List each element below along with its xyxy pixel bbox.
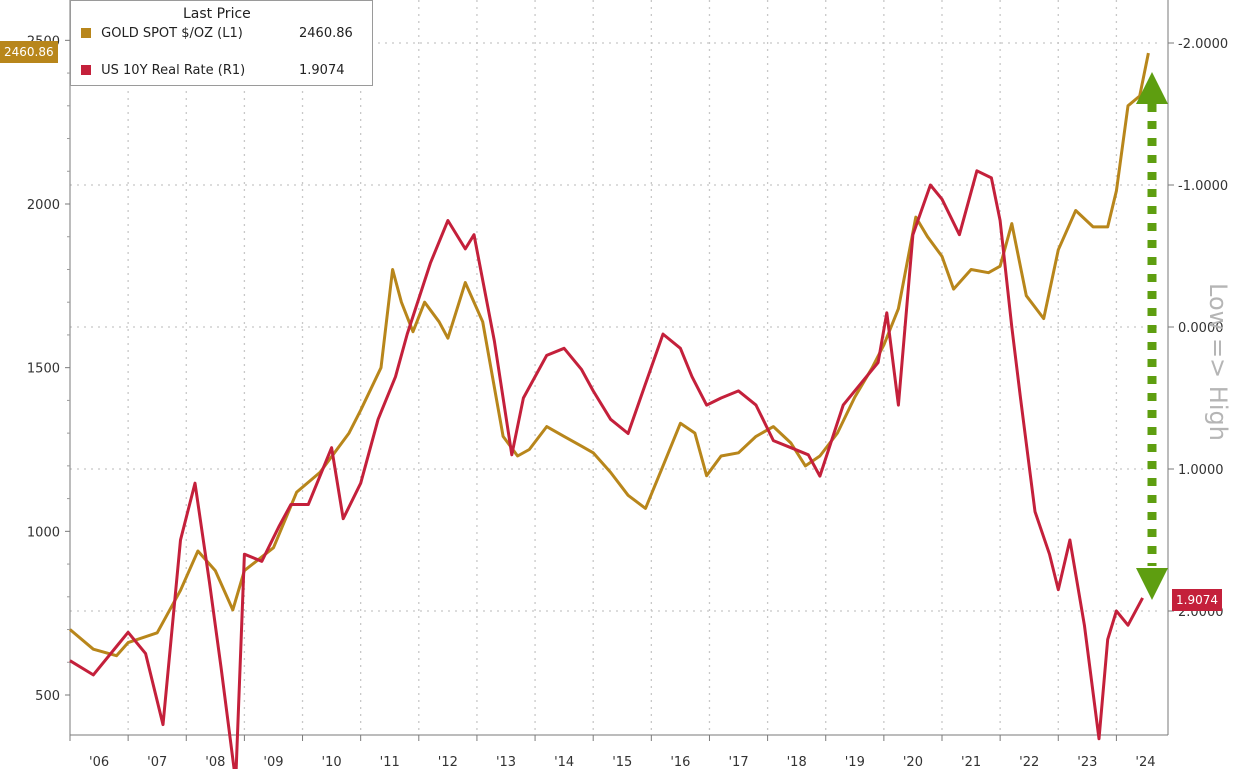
x-tick-label: '13 [496, 755, 516, 769]
right-tick-label: 0.0000 [1178, 321, 1224, 336]
x-tick-label: '07 [147, 755, 167, 769]
x-tick-label: '08 [205, 755, 225, 769]
x-tick-label: '17 [728, 755, 748, 769]
legend-rate-row: US 10Y Real Rate (R1) [81, 62, 245, 80]
x-tick-label: '20 [903, 755, 923, 769]
legend-gold-swatch [81, 28, 91, 38]
rate-last-price-tag: 1.9074 [1172, 589, 1222, 611]
x-tick-label: '22 [1019, 755, 1039, 769]
x-tick-label: '11 [380, 755, 400, 769]
right-tick-label: 1.0000 [1178, 463, 1224, 478]
tick-labels: '06 '07 '08 '09 '10 '11 '12 '13 '14 '15 '16 '17 '18 '… [27, 34, 1228, 769]
x-tick-label: '19 [845, 755, 865, 769]
legend-gold-row: GOLD SPOT $/OZ (L1) [81, 25, 243, 43]
legend: Last Price GOLD SPOT $/OZ (L1) 2460.86 U… [70, 0, 373, 86]
x-tick-label: '24 [1135, 755, 1155, 769]
legend-gold-label: GOLD SPOT $/OZ (L1) [101, 26, 243, 41]
real-rate-line [69, 169, 1144, 769]
gold-last-price-tag: 2460.86 [0, 41, 58, 63]
left-tick-label: 1000 [27, 525, 60, 540]
legend-rate-swatch [81, 65, 91, 75]
x-tick-label: '18 [787, 755, 807, 769]
left-tick-label: 1500 [27, 362, 60, 377]
x-tick-label: '23 [1077, 755, 1097, 769]
x-tick-label: '09 [263, 755, 283, 769]
arrow-head-down [1136, 568, 1168, 600]
x-tick-label: '16 [670, 755, 690, 769]
x-tick-label: '14 [554, 755, 574, 769]
legend-header: Last Price [183, 6, 251, 22]
axes [65, 0, 1174, 741]
x-tick-label: '06 [89, 755, 109, 769]
arrow-head-up [1136, 72, 1168, 104]
x-tick-label: '21 [961, 755, 981, 769]
legend-rate-value: 1.9074 [299, 63, 345, 78]
series-lines [69, 52, 1150, 769]
low-high-annotation: Low => High [1204, 283, 1232, 441]
right-tick-label: -1.0000 [1178, 179, 1228, 194]
left-tick-label: 2000 [27, 198, 60, 213]
right-tick-label: -2.0000 [1178, 37, 1228, 52]
x-tick-label: '10 [322, 755, 342, 769]
legend-rate-label: US 10Y Real Rate (R1) [101, 63, 246, 78]
gold-price-line [69, 52, 1150, 658]
low-high-arrow [1136, 72, 1168, 600]
legend-gold-value: 2460.86 [299, 26, 353, 41]
gridlines [70, 0, 1160, 735]
x-tick-label: '15 [612, 755, 632, 769]
left-tick-label: 500 [35, 689, 60, 704]
x-tick-label: '12 [438, 755, 458, 769]
